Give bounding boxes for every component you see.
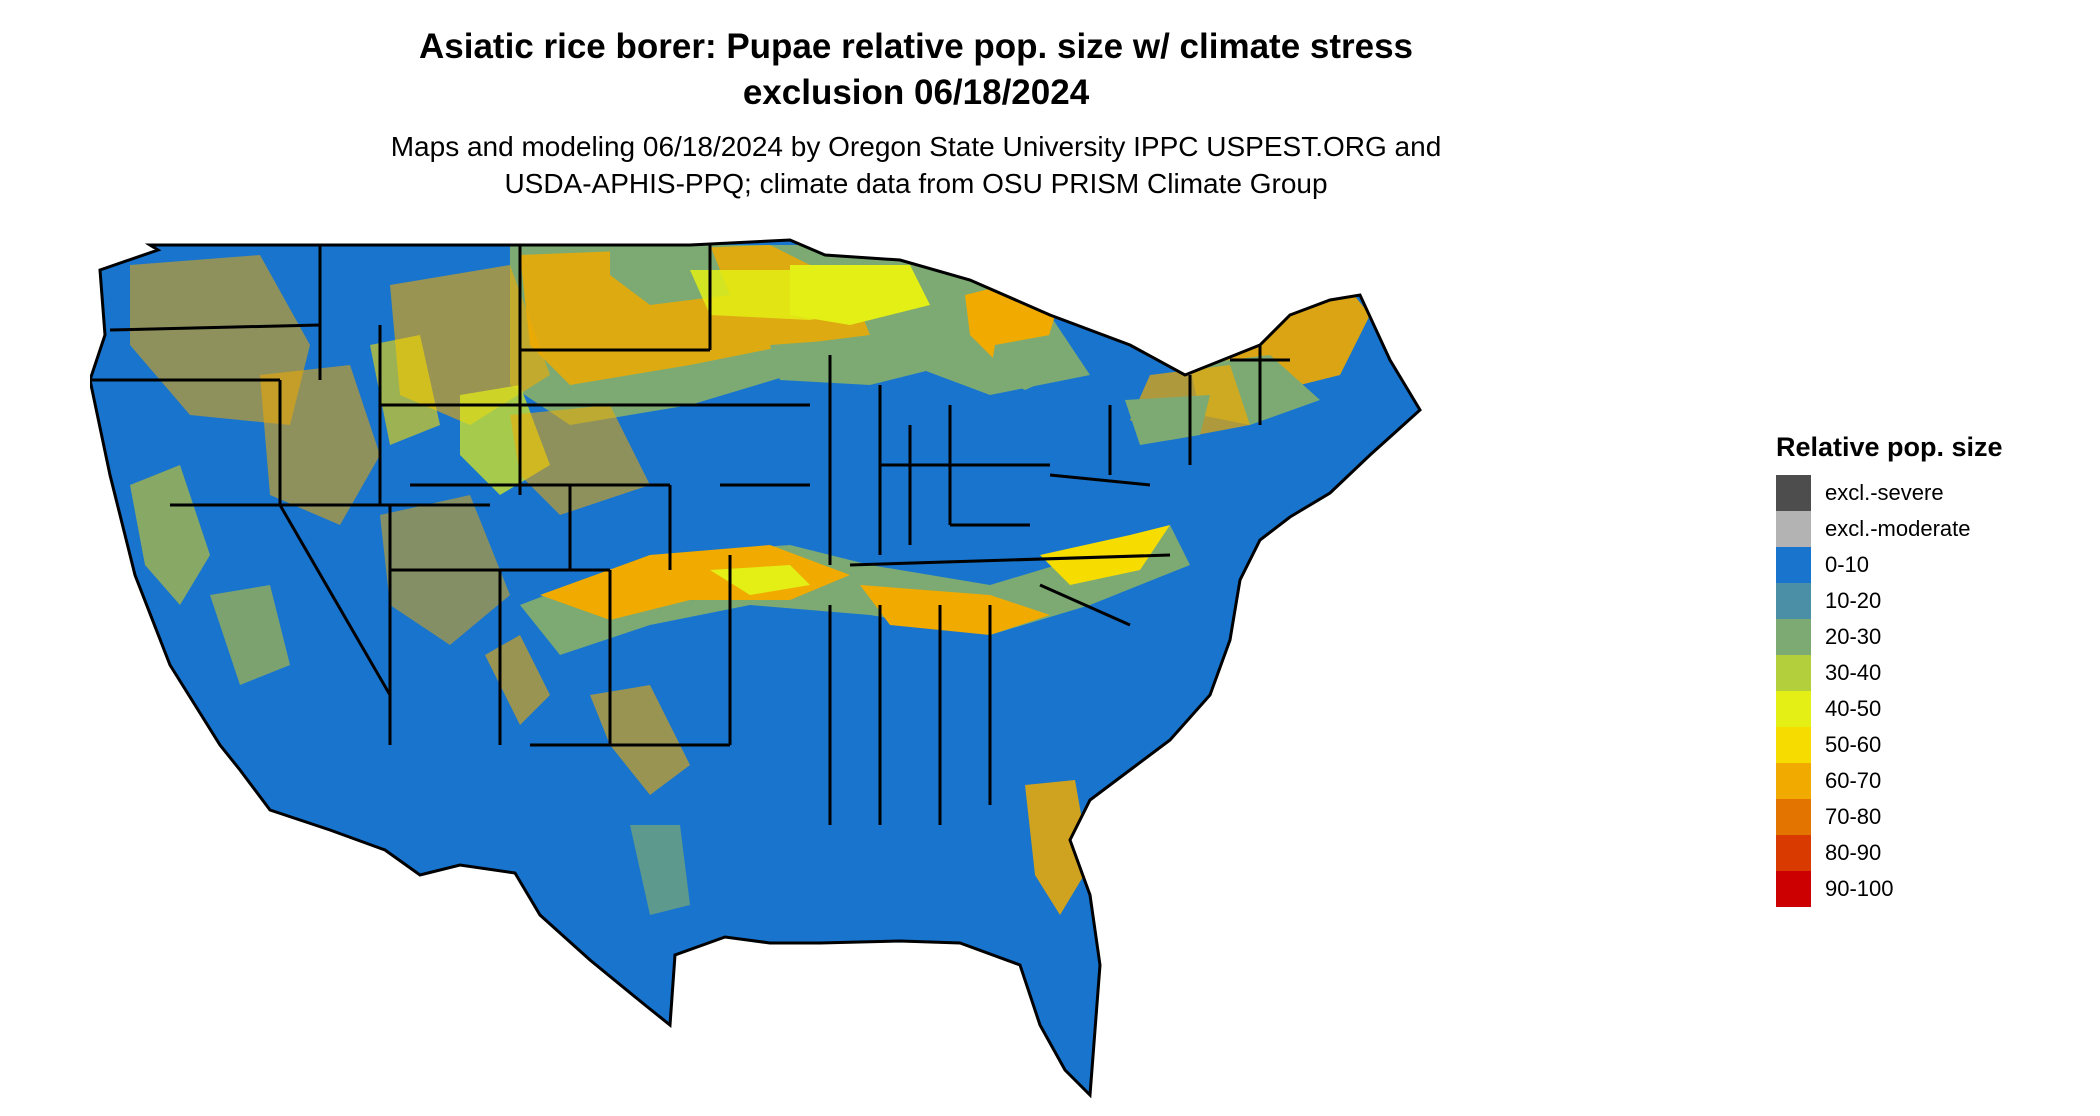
legend-swatch [1776, 727, 1811, 763]
legend-item: 50-60 [1776, 727, 2003, 763]
legend-label: 30-40 [1825, 660, 1882, 685]
legend-label: 0-10 [1825, 552, 1870, 577]
legend-swatch [1776, 763, 1811, 799]
legend-item: 70-80 [1776, 799, 2003, 835]
subtitle-line-1: Maps and modeling 06/18/2024 by Oregon S… [390, 131, 1442, 162]
legend-label: 80-90 [1825, 840, 1882, 865]
legend-item: 40-50 [1776, 691, 2003, 727]
legend-swatch [1776, 511, 1811, 547]
legend-item: 0-10 [1776, 547, 2003, 583]
legend-item: 20-30 [1776, 619, 2003, 655]
legend-label: 10-20 [1825, 588, 1882, 613]
legend-item: 10-20 [1776, 583, 2003, 619]
legend-item: 30-40 [1776, 655, 2003, 691]
legend-label: excl.-severe [1825, 480, 1944, 505]
legend: Relative pop. size excl.-severe excl.-mod… [1776, 432, 2003, 907]
legend-swatch [1776, 799, 1811, 835]
title-line-1: Asiatic rice borer: Pupae relative pop. … [418, 27, 1414, 66]
legend-item: 60-70 [1776, 763, 2003, 799]
legend-swatch [1776, 835, 1811, 871]
legend-label: 60-70 [1825, 768, 1882, 793]
state-boundaries [90, 238, 1422, 1099]
population-raster [90, 240, 1420, 1095]
legend-label: 20-30 [1825, 624, 1882, 649]
title-line-2: exclusion 06/18/2024 [742, 73, 1090, 112]
legend-item: excl.-moderate [1776, 511, 2003, 547]
legend-label: 40-50 [1825, 696, 1882, 721]
legend-item: excl.-severe [1776, 475, 2003, 511]
legend-swatch [1776, 691, 1811, 727]
legend-swatch [1776, 475, 1811, 511]
us-map [90, 238, 1422, 1099]
legend-label: 50-60 [1825, 732, 1882, 757]
legend-swatch [1776, 655, 1811, 691]
legend-title: Relative pop. size [1776, 432, 2003, 462]
map-title: Asiatic rice borer: Pupae relative pop. … [0, 24, 1832, 116]
legend-swatch [1776, 583, 1811, 619]
legend-item: 90-100 [1776, 871, 2003, 907]
legend-items: excl.-severe excl.-moderate 0-10 10-20 20-30… [1776, 475, 2003, 907]
legend-label: excl.-moderate [1825, 516, 1971, 541]
legend-label: 70-80 [1825, 804, 1882, 829]
legend-swatch [1776, 547, 1811, 583]
map-subtitle: Maps and modeling 06/18/2024 by Oregon S… [0, 128, 1832, 202]
legend-label: 90-100 [1825, 876, 1894, 901]
legend-item: 80-90 [1776, 835, 2003, 871]
legend-swatch [1776, 871, 1811, 907]
legend-swatch [1776, 619, 1811, 655]
subtitle-line-2: USDA-APHIS-PPQ; climate data from OSU PR… [504, 168, 1328, 199]
